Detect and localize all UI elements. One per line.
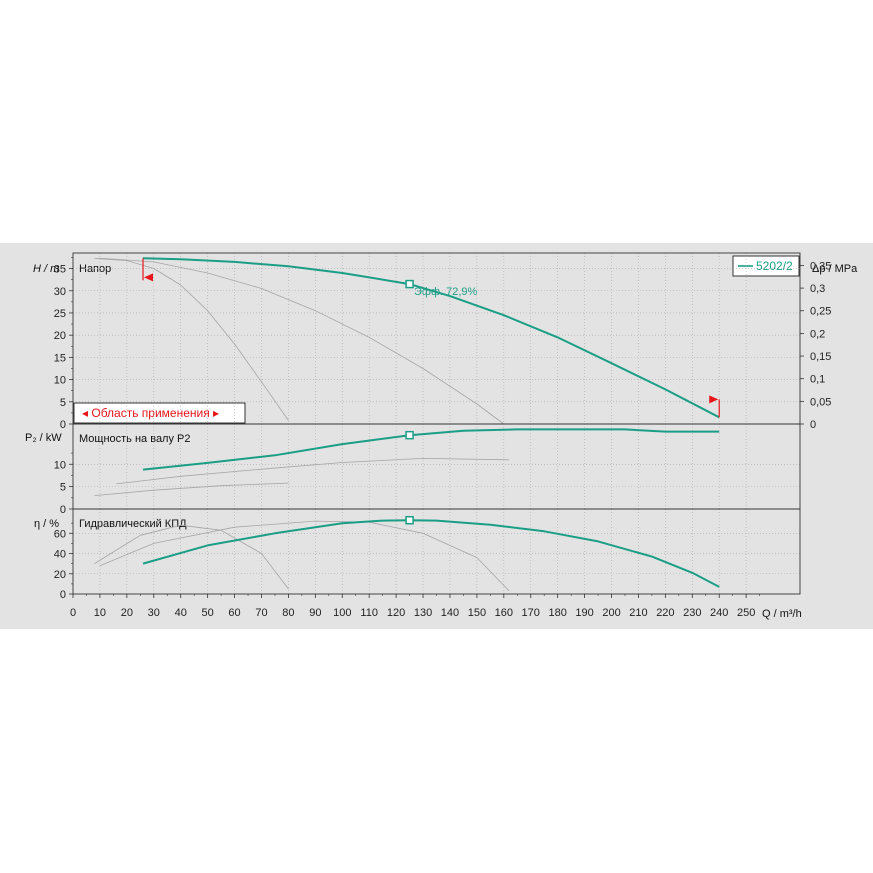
- head-ytick-label: 30: [54, 286, 66, 298]
- power-y-axis-label: P₂ / kW: [25, 432, 62, 444]
- head-ytick-label: 5: [60, 397, 66, 409]
- x-tick-label: 30: [148, 607, 160, 619]
- x-tick-label: 70: [255, 607, 267, 619]
- head-panel-frame: [72, 252, 801, 425]
- power-curve-5202-2: [142, 428, 720, 471]
- legend-box: [732, 255, 800, 277]
- power-duty-point-marker: [405, 430, 414, 440]
- x-tick-label: 210: [629, 607, 647, 619]
- power-ytick-label: 10: [54, 459, 66, 471]
- application-range-box: [73, 402, 246, 424]
- efficiency-ytick-label: 0: [60, 589, 66, 601]
- head-ytick-label: 15: [54, 352, 66, 364]
- x-tick-label: 40: [175, 607, 187, 619]
- range-max-flag-icon: [709, 395, 719, 404]
- x-tick-label: 190: [575, 607, 593, 619]
- x-tick-label: 100: [333, 607, 351, 619]
- x-tick-label: 0: [70, 607, 76, 619]
- x-tick-label: 220: [656, 607, 674, 619]
- efficiency-y-axis-label: η / %: [34, 518, 59, 530]
- power-panel-title: Мощность на валу P2: [79, 433, 191, 445]
- x-tick-label: 160: [495, 607, 513, 619]
- pressure-ytick-label: 0,35: [810, 260, 831, 272]
- efficiency-ytick-label: 20: [54, 569, 66, 581]
- x-tick-label: 240: [710, 607, 728, 619]
- efficiency-duty-point-marker: [405, 515, 414, 525]
- efficiency-curve-5202-2: [142, 519, 720, 588]
- application-range-label: ◂ Область применения ▸: [82, 406, 219, 420]
- range-left-arrow-icon: ◂: [82, 406, 91, 420]
- range-min-flag-icon: [144, 273, 154, 282]
- chart-layer: 0 5 10 15 20 25 30 35 0 0,05 0,1 0,15 0,2 0,25 0,3 0,35…: [54, 252, 831, 619]
- x-tick-label: 10: [94, 607, 106, 619]
- efficiency-ytick-label: 60: [54, 528, 66, 540]
- head-duty-point-marker: [405, 279, 414, 289]
- pressure-y-axis-label: Δp / MPa: [812, 263, 858, 275]
- head-reference-curve: [99, 257, 505, 425]
- head-ytick-label: 20: [54, 330, 66, 342]
- x-tick-label: 80: [282, 607, 294, 619]
- pressure-ytick-label: 0,15: [810, 351, 831, 363]
- power-ytick-label: 0: [60, 504, 66, 516]
- head-ytick-label: 0: [60, 419, 66, 431]
- x-axis-label: Q / m³/h: [762, 608, 802, 620]
- x-tick-label: 250: [737, 607, 755, 619]
- x-tick-label: 50: [202, 607, 214, 619]
- efficiency-reference-curve: [99, 520, 510, 592]
- head-panel-title: Напор: [79, 263, 111, 275]
- x-tick-label: 110: [360, 607, 378, 619]
- head-ytick-label: 10: [54, 375, 66, 387]
- efficiency-panel-title: Гидравлический КПД: [79, 518, 187, 530]
- chart-panel: [0, 243, 873, 629]
- x-tick-label: 20: [121, 607, 133, 619]
- power-reference-curve: [116, 457, 510, 485]
- x-tick-label: 230: [683, 607, 701, 619]
- x-tick-label: 200: [602, 607, 620, 619]
- x-tick-label: 60: [228, 607, 240, 619]
- head-y-axis-label: H / m: [33, 263, 59, 275]
- pressure-ytick-label: 0,2: [810, 328, 825, 340]
- x-tick-label: 170: [522, 607, 540, 619]
- efficiency-reference-curve: [94, 524, 289, 590]
- pressure-ytick-label: 0,3: [810, 283, 825, 295]
- head-reference-curve: [94, 257, 289, 421]
- x-tick-label: 130: [414, 607, 432, 619]
- x-tick-label: 120: [387, 607, 405, 619]
- pressure-ytick-label: 0,1: [810, 374, 825, 386]
- x-tick-label: 90: [309, 607, 321, 619]
- x-tick-label: 180: [548, 607, 566, 619]
- range-right-arrow-icon: ▸: [210, 406, 219, 420]
- head-ytick-label: 25: [54, 308, 66, 320]
- legend-label: 5202/2: [756, 259, 793, 273]
- range-label-text: Область применения: [91, 406, 209, 420]
- head-ytick-label: 35: [54, 264, 66, 276]
- pressure-ytick-label: 0,25: [810, 306, 831, 318]
- x-tick-label: 150: [468, 607, 486, 619]
- power-ytick-label: 5: [60, 482, 66, 494]
- pressure-ytick-label: 0,05: [810, 396, 831, 408]
- efficiency-ytick-label: 40: [54, 549, 66, 561]
- x-tick-label: 140: [441, 607, 459, 619]
- pressure-ytick-label: 0: [810, 419, 816, 431]
- power-reference-curve: [94, 482, 289, 496]
- efficiency-annotation: Эфф. 72,9%: [414, 286, 478, 298]
